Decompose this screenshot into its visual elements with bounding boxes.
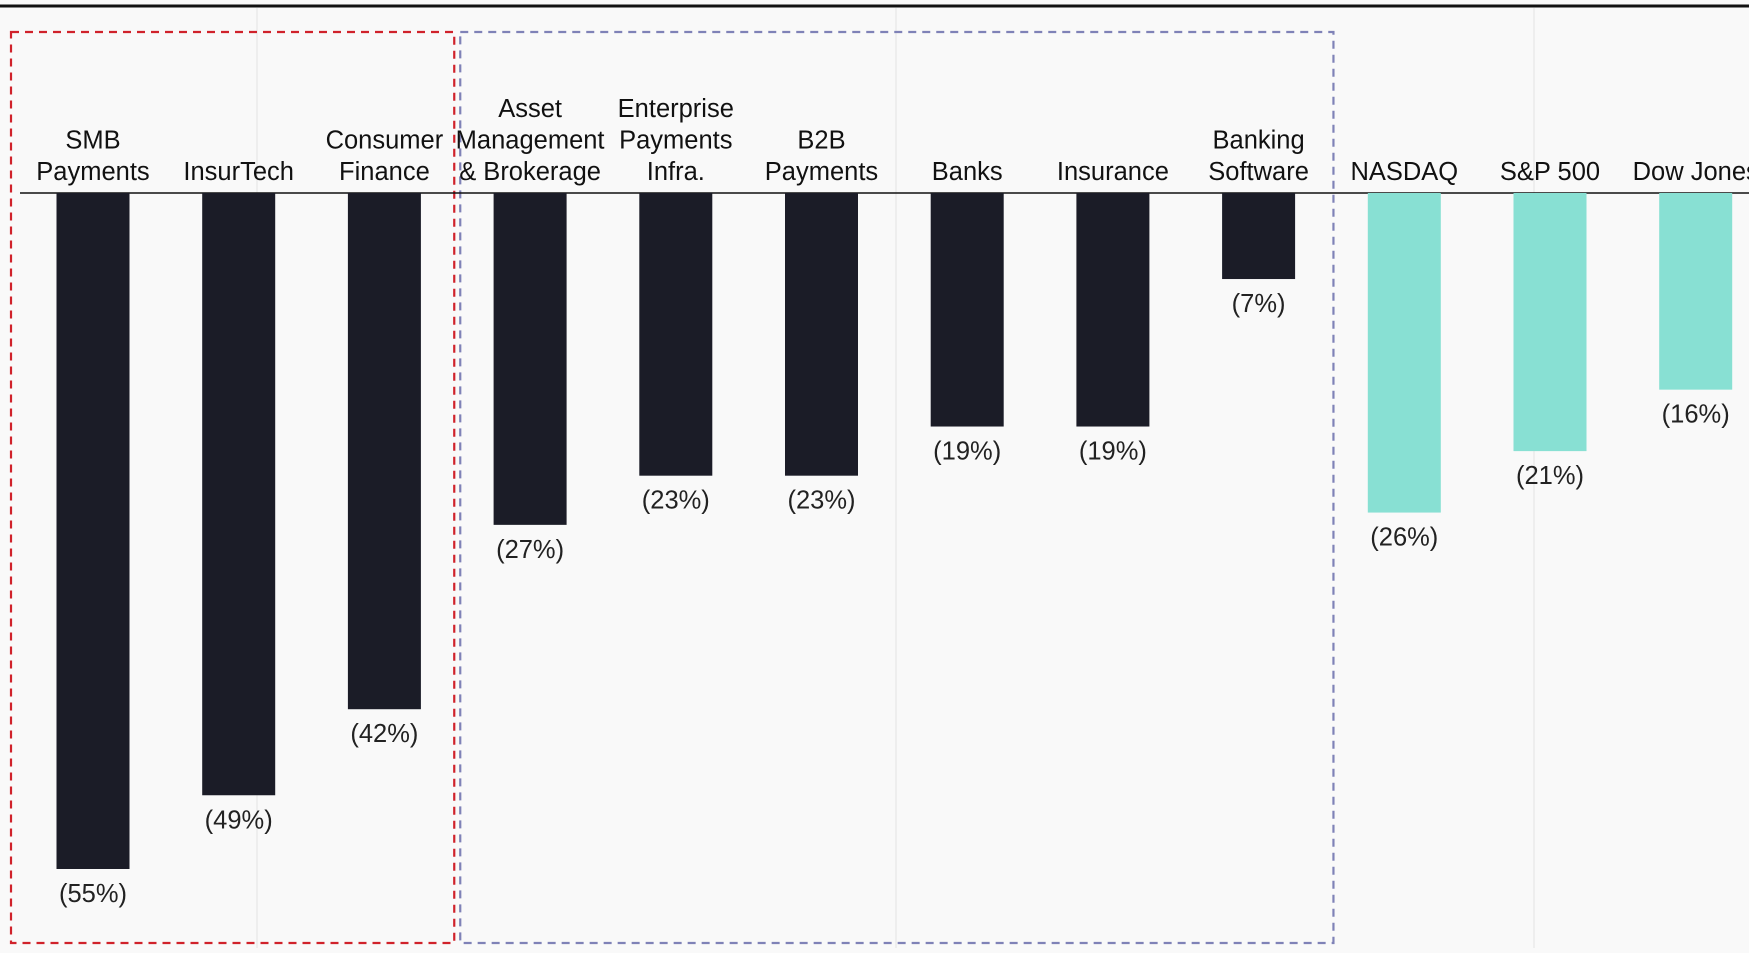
bar-1 [202, 193, 276, 796]
category-label-8-1: Software [1208, 158, 1309, 186]
category-label-3-0: Asset [498, 95, 562, 123]
category-label-2-1: Finance [339, 158, 430, 186]
category-label-2-0: Consumer [326, 127, 444, 155]
category-label-0-1: Payments [36, 158, 149, 186]
bar-0 [56, 193, 130, 869]
group-box-0 [9, 30, 456, 945]
bar-10 [1513, 193, 1587, 452]
bar-3 [493, 193, 567, 525]
category-label-4-1: Payments [619, 127, 732, 155]
value-label-1: (49%) [205, 806, 273, 834]
value-label-9: (26%) [1370, 524, 1438, 552]
value-label-3: (27%) [496, 536, 564, 564]
value-label-0: (55%) [59, 880, 127, 908]
category-label-10-0: S&P 500 [1500, 158, 1600, 186]
value-label-7: (19%) [1079, 438, 1147, 466]
value-label-10: (21%) [1516, 462, 1584, 490]
value-label-5: (23%) [787, 487, 855, 515]
category-label-0-0: SMB [65, 127, 120, 155]
value-label-6: (19%) [933, 438, 1001, 466]
value-label-11: (16%) [1662, 401, 1730, 429]
group-box-1 [459, 30, 1335, 945]
category-label-8-0: Banking [1213, 127, 1305, 155]
category-label-1-0: InsurTech [183, 158, 294, 186]
bar-4 [639, 193, 713, 476]
bar-11 [1659, 193, 1733, 390]
value-label-4: (23%) [642, 487, 710, 515]
category-label-4-0: Enterprise [618, 95, 734, 123]
bar-6 [930, 193, 1004, 427]
category-label-4-2: Infra. [647, 158, 705, 186]
bar-9 [1367, 193, 1441, 513]
category-label-3-1: Management [456, 127, 605, 155]
value-label-2: (42%) [350, 720, 418, 748]
category-label-5-0: B2B [797, 127, 845, 155]
bar-8 [1222, 193, 1296, 280]
bar-5 [785, 193, 858, 476]
bar-2 [347, 193, 421, 710]
category-label-7-0: Insurance [1057, 158, 1169, 186]
value-label-8: (7%) [1232, 290, 1286, 318]
category-label-9-0: NASDAQ [1350, 158, 1458, 186]
bar-7 [1076, 193, 1150, 427]
category-label-5-1: Payments [765, 158, 878, 186]
category-label-6-0: Banks [932, 158, 1003, 186]
category-label-3-2: & Brokerage [459, 158, 601, 186]
category-label-11-0: Dow Jones [1633, 158, 1749, 186]
